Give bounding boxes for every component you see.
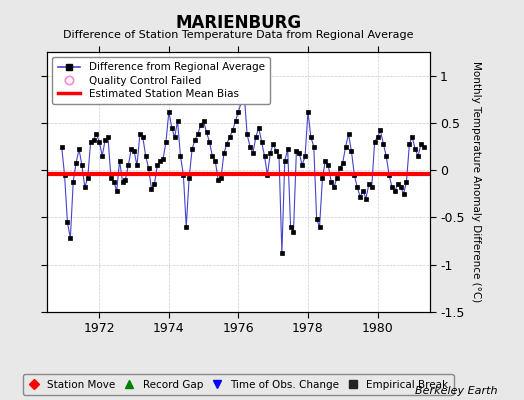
Y-axis label: Monthly Temperature Anomaly Difference (°C): Monthly Temperature Anomaly Difference (… (471, 61, 481, 303)
Text: Berkeley Earth: Berkeley Earth (416, 386, 498, 396)
Text: MARIENBURG: MARIENBURG (176, 14, 301, 32)
Legend: Station Move, Record Gap, Time of Obs. Change, Empirical Break: Station Move, Record Gap, Time of Obs. C… (24, 374, 453, 395)
Text: Difference of Station Temperature Data from Regional Average: Difference of Station Temperature Data f… (63, 30, 413, 40)
